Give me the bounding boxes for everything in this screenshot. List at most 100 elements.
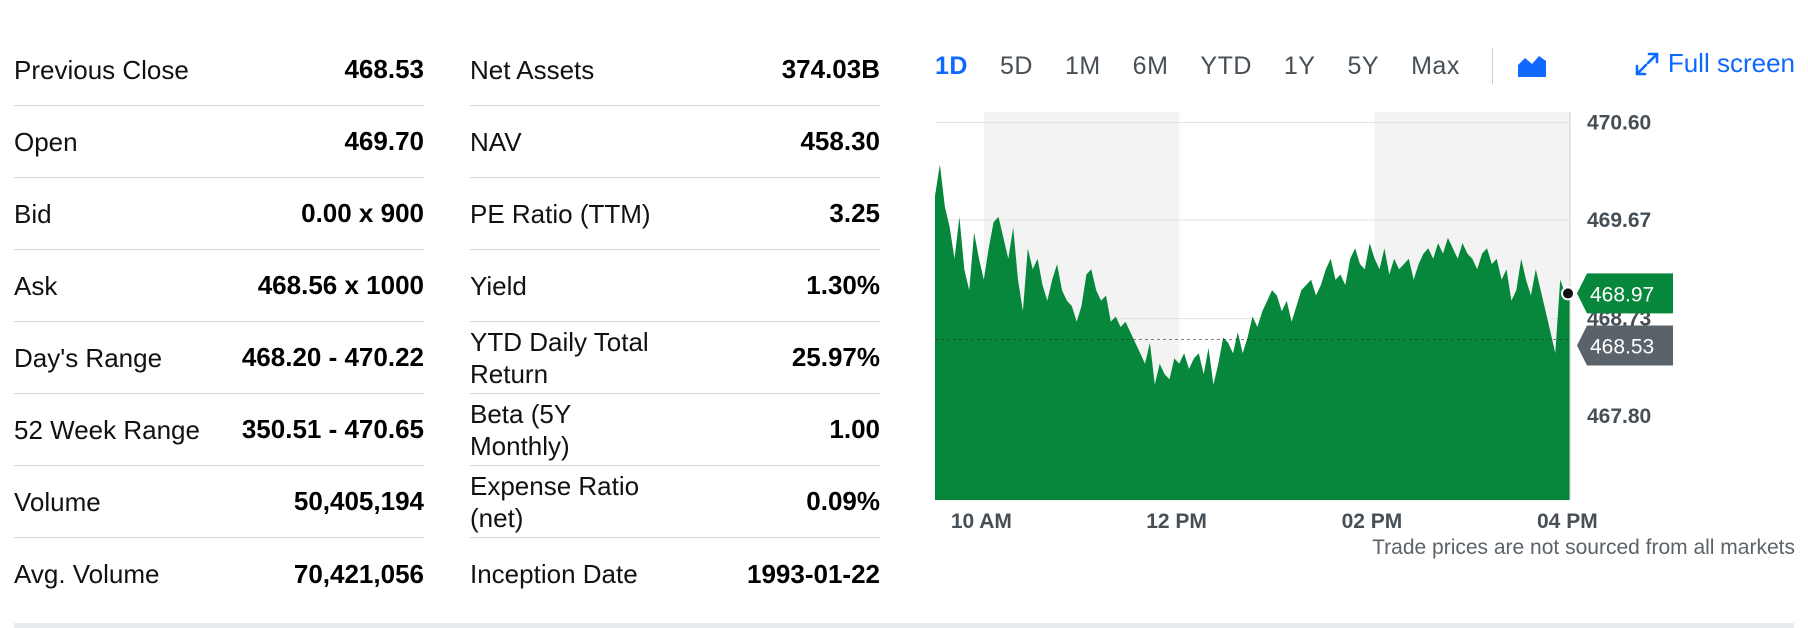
volume-bar bbox=[1210, 482, 1213, 500]
volume-bar bbox=[1559, 450, 1562, 500]
range-tab-6m[interactable]: 6M bbox=[1132, 51, 1169, 80]
volume-bar bbox=[1294, 484, 1297, 500]
stat-row: Avg. Volume 70,421,056 bbox=[14, 538, 424, 610]
quote-stats-left: Previous Close 468.53 Open 469.70 Bid 0.00 x … bbox=[14, 34, 424, 610]
stat-value: 468.56 x 1000 bbox=[257, 270, 424, 300]
volume-bar bbox=[966, 490, 969, 500]
last-price-tag bbox=[1577, 273, 1673, 314]
stat-row: Inception Date 1993-01-22 bbox=[470, 538, 880, 610]
volume-bar bbox=[1146, 486, 1149, 500]
price-chart-panel: 1D 5D 1M 6M YTD 1Y 5Y Max Full screen 47… bbox=[935, 30, 1795, 590]
volume-bar bbox=[1358, 491, 1361, 500]
stat-label: Net Assets bbox=[470, 54, 595, 85]
range-tab-ytd[interactable]: YTD bbox=[1200, 51, 1252, 80]
volume-bar bbox=[1464, 488, 1467, 500]
volume-bar bbox=[1231, 488, 1234, 500]
range-tabs: 1D 5D 1M 6M YTD 1Y 5Y Max bbox=[935, 46, 1549, 86]
volume-bar bbox=[1226, 492, 1229, 500]
stat-row: Previous Close 468.53 bbox=[14, 34, 424, 106]
volume-bar bbox=[1014, 487, 1017, 500]
volume-bar bbox=[1522, 488, 1525, 500]
volume-bar bbox=[1511, 485, 1514, 500]
last-price-label: 468.97 bbox=[1590, 283, 1654, 306]
stat-row: Expense Ratio (net) 0.09% bbox=[470, 466, 880, 538]
volume-bar bbox=[1321, 486, 1324, 500]
last-price-dot bbox=[1561, 286, 1575, 301]
stat-row: Beta (5Y Monthly) 1.00 bbox=[470, 394, 880, 466]
volume-bar bbox=[1204, 486, 1207, 500]
volume-bar bbox=[1390, 489, 1393, 500]
volume-bar bbox=[1241, 491, 1244, 500]
volume-bar bbox=[1093, 482, 1096, 500]
stat-value: 3.25 bbox=[829, 198, 880, 228]
volume-bar bbox=[956, 487, 959, 500]
stat-row: NAV 458.30 bbox=[470, 106, 880, 178]
stat-label: Open bbox=[14, 126, 78, 157]
stat-row: PE Ratio (TTM) 3.25 bbox=[470, 178, 880, 250]
volume-bar bbox=[1151, 482, 1154, 500]
volume-bar bbox=[1538, 474, 1541, 500]
volume-bar bbox=[1453, 485, 1456, 500]
range-tab-5y[interactable]: 5Y bbox=[1347, 51, 1380, 80]
fullscreen-label: Full screen bbox=[1667, 48, 1795, 78]
fullscreen-button[interactable]: Full screen bbox=[1634, 48, 1795, 79]
stat-value: 0.00 x 900 bbox=[301, 198, 424, 228]
volume-bar bbox=[1035, 482, 1038, 500]
stat-label: Previous Close bbox=[14, 54, 189, 85]
volume-bar bbox=[935, 492, 937, 500]
volume-bar bbox=[1432, 490, 1435, 500]
volume-bar bbox=[1469, 484, 1472, 500]
stat-value: 0.09% bbox=[806, 486, 880, 516]
volume-bar bbox=[1548, 462, 1551, 500]
volume-bar bbox=[1268, 482, 1271, 500]
volume-bar bbox=[945, 474, 948, 500]
volume-bar bbox=[1072, 487, 1075, 500]
volume-bar bbox=[972, 486, 975, 500]
volume-bar bbox=[1024, 490, 1027, 500]
volume-bar bbox=[1130, 487, 1133, 500]
volume-bar bbox=[1278, 485, 1281, 500]
range-tab-max[interactable]: Max bbox=[1411, 51, 1460, 80]
volume-bar bbox=[1194, 483, 1197, 500]
expand-icon bbox=[1635, 52, 1659, 75]
volume-bar bbox=[1257, 490, 1260, 500]
price-area bbox=[935, 164, 1570, 500]
volume-bar bbox=[1136, 483, 1139, 500]
volume-bar bbox=[1517, 492, 1520, 500]
volume-bar bbox=[1485, 483, 1488, 500]
volume-bar bbox=[1162, 485, 1165, 500]
volume-bar bbox=[1448, 489, 1451, 500]
stat-row: Bid 0.00 x 900 bbox=[14, 178, 424, 250]
y-tick-label: 470.60 bbox=[1587, 111, 1651, 134]
stat-value: 350.51 - 470.65 bbox=[241, 414, 424, 444]
volume-bar bbox=[1109, 492, 1112, 500]
volume-bar bbox=[1532, 480, 1535, 500]
volume-bar bbox=[1040, 489, 1043, 500]
volume-bar bbox=[1480, 487, 1483, 500]
x-tick-label: 10 AM bbox=[951, 510, 1012, 530]
volume-bar bbox=[982, 489, 985, 500]
volume-bar bbox=[1474, 491, 1477, 500]
stat-label: YTD Daily Total Return bbox=[470, 326, 649, 389]
volume-bar bbox=[1083, 490, 1086, 500]
volume-bar bbox=[1077, 483, 1080, 500]
volume-bar bbox=[950, 491, 953, 500]
range-tab-1m[interactable]: 1M bbox=[1064, 51, 1101, 80]
range-tab-5d[interactable]: 5D bbox=[999, 51, 1033, 80]
stat-label: Expense Ratio (net) bbox=[470, 470, 640, 533]
range-tab-1d[interactable]: 1D bbox=[935, 51, 968, 80]
stat-value: 469.70 bbox=[344, 126, 424, 156]
stat-value: 1.00 bbox=[829, 414, 880, 444]
volume-bar bbox=[1289, 488, 1292, 500]
stat-row: Open 469.70 bbox=[14, 106, 424, 178]
range-tab-1y[interactable]: 1Y bbox=[1283, 51, 1316, 80]
volume-bar bbox=[1003, 484, 1006, 500]
volume-bar bbox=[1099, 489, 1102, 500]
volume-bar bbox=[998, 488, 1001, 500]
volume-bar bbox=[1220, 485, 1223, 500]
chart-type-button[interactable] bbox=[1515, 51, 1549, 81]
volume-bar bbox=[1416, 491, 1419, 500]
volume-bar bbox=[1273, 489, 1276, 500]
x-tick-label: 02 PM bbox=[1342, 510, 1403, 530]
